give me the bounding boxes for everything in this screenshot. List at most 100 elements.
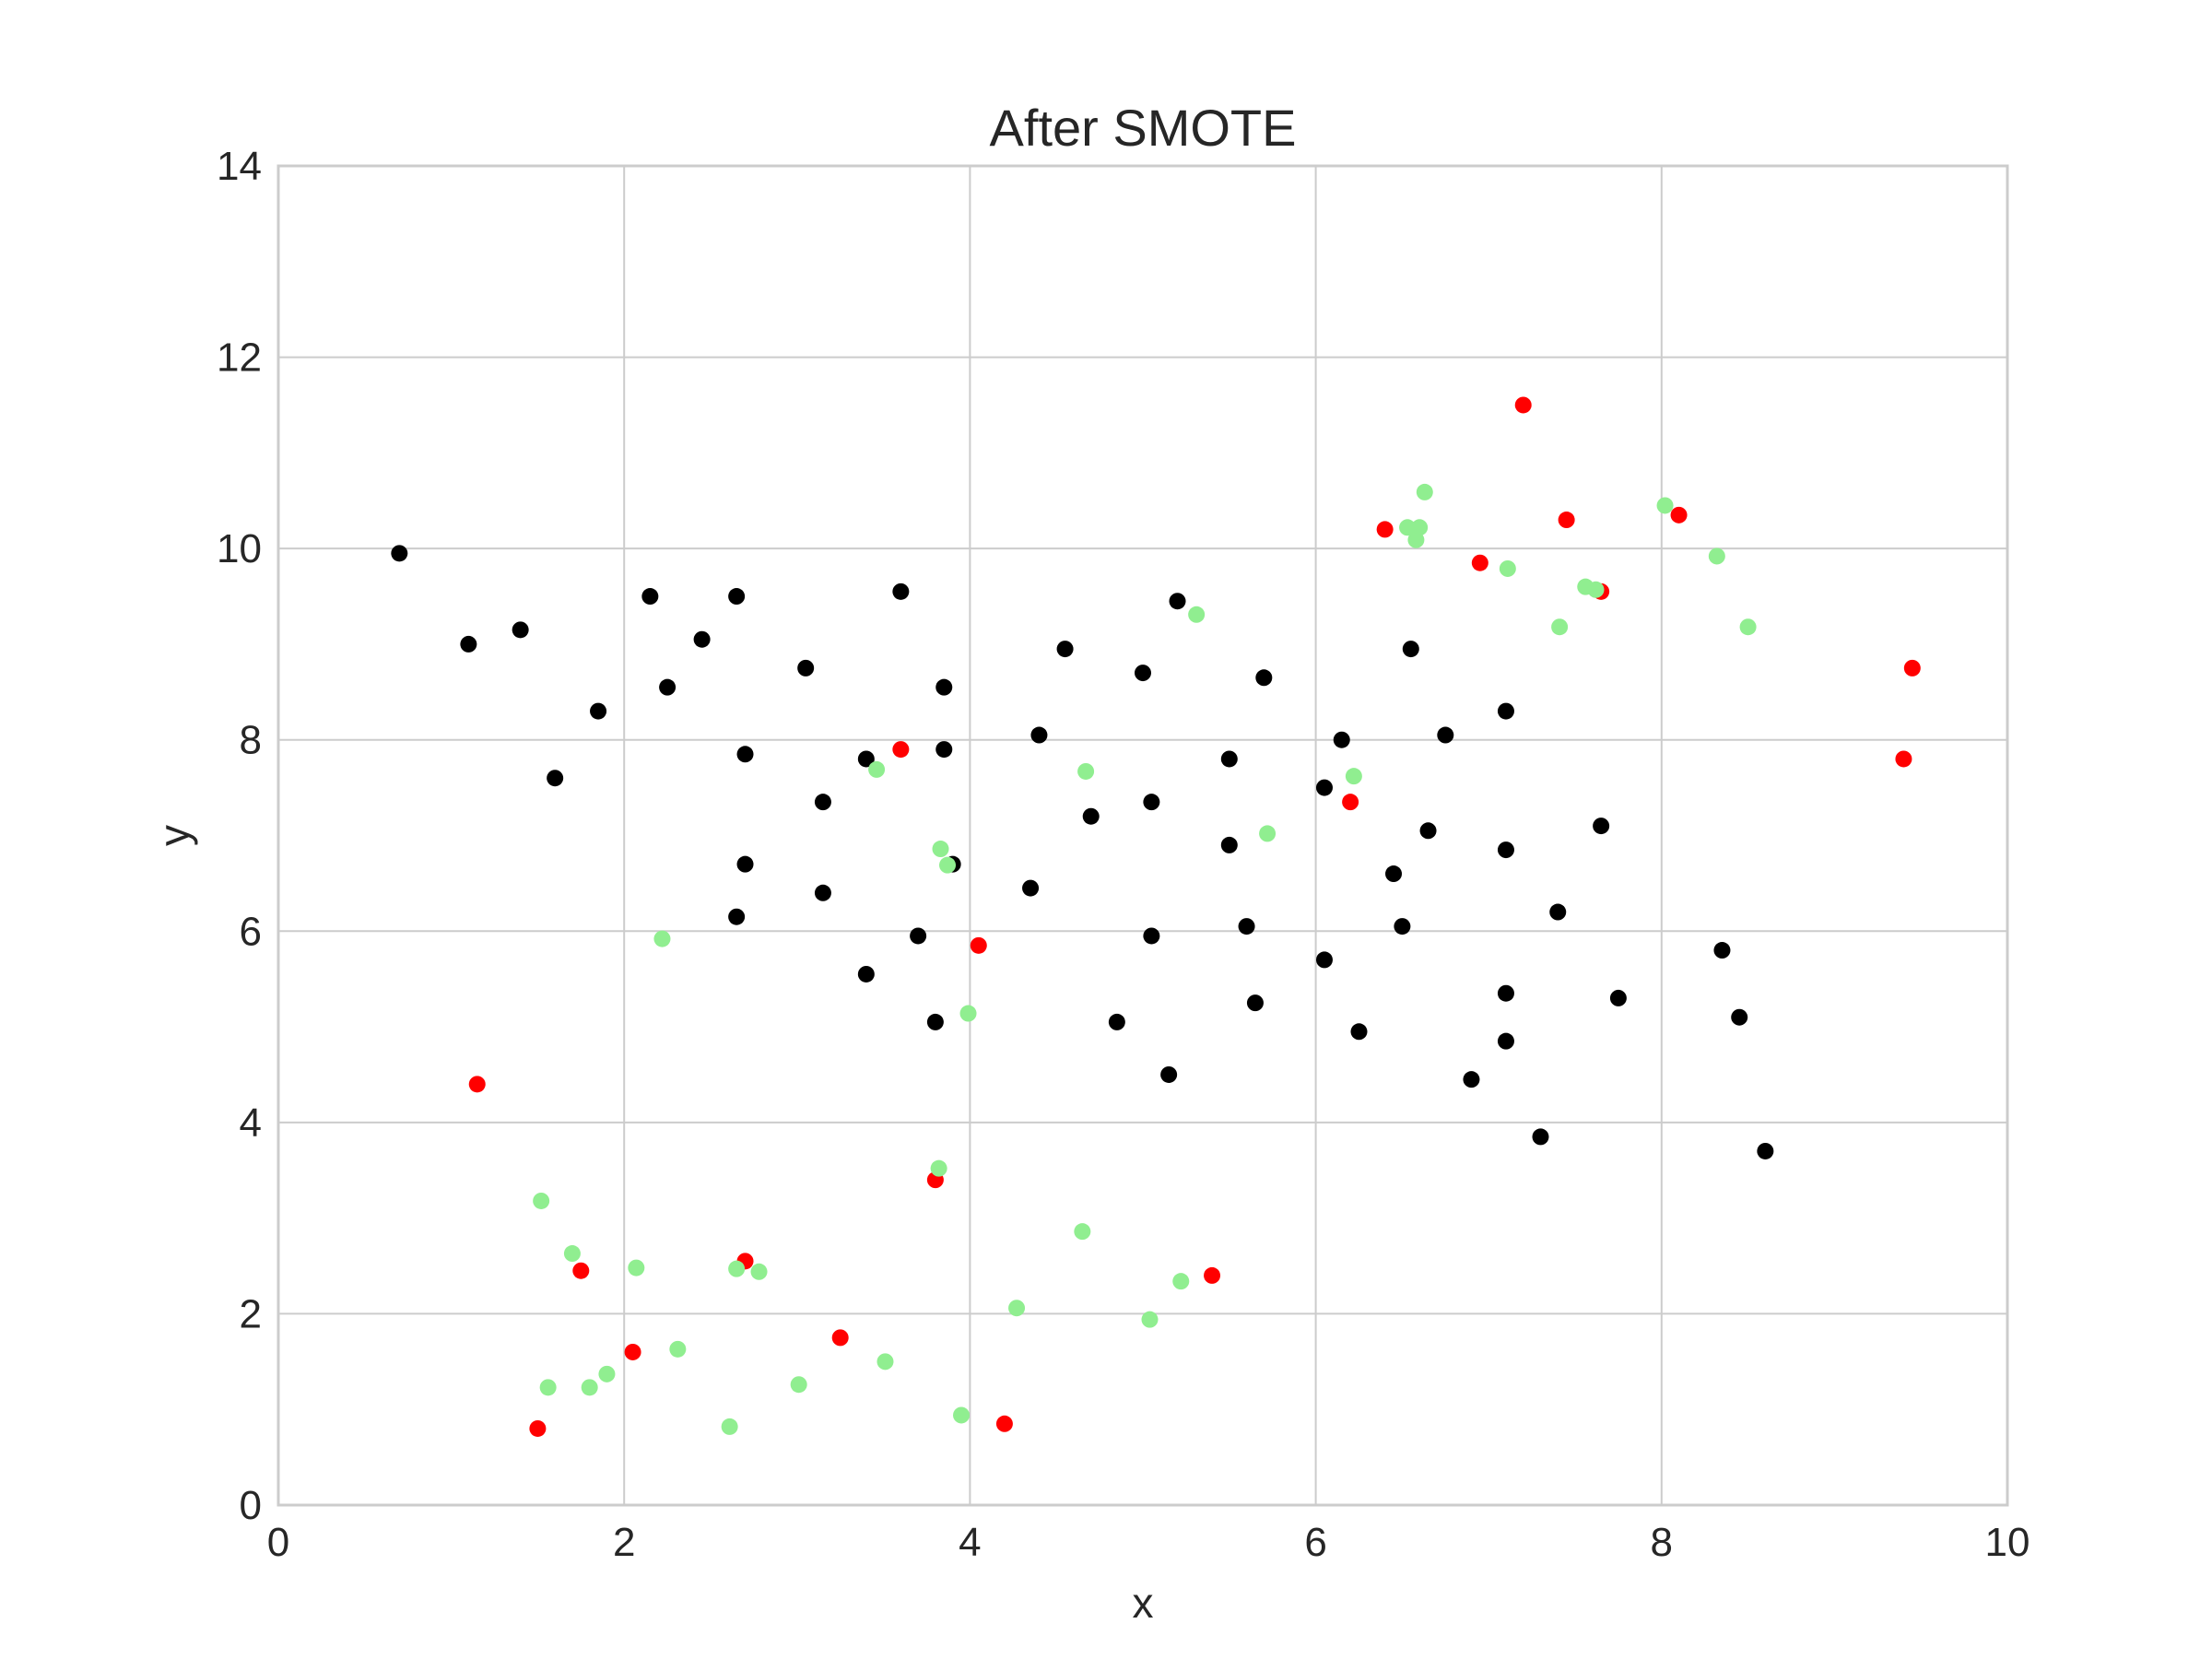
data-point: [1407, 531, 1425, 548]
data-point: [1188, 606, 1206, 623]
data-point: [750, 1263, 768, 1280]
data-point: [857, 965, 875, 982]
data-point: [736, 855, 754, 873]
data-point: [1220, 750, 1238, 768]
data-point: [1143, 794, 1160, 811]
data-point: [970, 936, 987, 954]
data-point: [831, 1329, 849, 1347]
x-tick-label: 2: [613, 1520, 635, 1565]
data-point: [669, 1340, 687, 1358]
data-point: [659, 678, 677, 696]
data-point: [468, 1076, 486, 1093]
data-point: [1593, 818, 1610, 835]
data-point: [693, 630, 711, 648]
data-point: [1708, 547, 1725, 565]
data-point: [1082, 807, 1100, 825]
data-point: [1656, 497, 1674, 514]
data-point: [953, 1406, 971, 1424]
data-point: [1402, 641, 1419, 658]
data-point: [1394, 918, 1411, 935]
data-point: [728, 908, 746, 925]
data-point: [926, 1013, 944, 1030]
data-point: [930, 1159, 947, 1177]
series-2: [533, 483, 1757, 1435]
data-point: [868, 760, 886, 778]
data-point: [959, 1005, 977, 1022]
data-point: [1499, 559, 1516, 577]
data-point: [790, 1376, 807, 1394]
y-tick-label: 8: [240, 718, 262, 763]
data-points: [391, 396, 1921, 1437]
data-point: [1008, 1300, 1026, 1317]
data-point: [728, 1260, 746, 1277]
data-point: [1259, 825, 1277, 842]
y-tick-label: 12: [217, 335, 262, 381]
data-point: [1903, 659, 1921, 677]
data-point: [1172, 1273, 1190, 1290]
data-point: [1141, 1311, 1159, 1328]
data-point: [1713, 942, 1731, 959]
data-point: [1246, 994, 1264, 1012]
data-point: [547, 770, 564, 787]
data-point: [590, 702, 607, 720]
data-point: [391, 545, 408, 562]
data-point: [1558, 512, 1575, 529]
data-point: [1220, 836, 1238, 853]
y-tick-label: 14: [217, 144, 262, 189]
data-point: [1376, 521, 1394, 538]
data-point: [1160, 1065, 1178, 1083]
data-point: [939, 856, 957, 874]
data-point: [1385, 865, 1403, 883]
data-point: [1497, 841, 1514, 859]
data-point: [814, 794, 831, 811]
data-point: [572, 1262, 590, 1279]
data-point: [728, 588, 746, 606]
x-tick-label: 6: [1304, 1520, 1326, 1565]
data-point: [935, 741, 953, 759]
data-point: [460, 635, 477, 653]
data-point: [877, 1353, 894, 1371]
data-point: [857, 750, 875, 768]
x-tick-label: 10: [1985, 1520, 2030, 1565]
data-point: [932, 841, 949, 858]
data-point: [1609, 989, 1627, 1006]
data-point: [721, 1418, 738, 1435]
data-point: [581, 1379, 598, 1396]
y-tick-label: 0: [240, 1483, 262, 1528]
data-point: [1399, 519, 1417, 536]
x-axis-label: x: [1133, 1579, 1154, 1627]
data-point: [539, 1379, 557, 1396]
data-point: [533, 1192, 550, 1209]
data-point: [1074, 1223, 1091, 1241]
data-point: [1238, 918, 1255, 935]
data-point: [1022, 879, 1040, 897]
chart-title: After SMOTE: [990, 99, 1297, 157]
x-tick-labels: 0 2 4 6 8 10: [267, 1520, 2030, 1565]
data-point: [1757, 1142, 1774, 1159]
data-point: [1497, 702, 1514, 720]
x-tick-label: 0: [267, 1520, 289, 1565]
data-point: [563, 1245, 581, 1263]
data-point: [1333, 731, 1350, 748]
data-point: [1497, 1032, 1514, 1050]
y-tick-label: 10: [217, 526, 262, 571]
data-point: [814, 884, 831, 901]
data-point: [1551, 618, 1569, 636]
data-point: [1437, 726, 1454, 744]
data-point: [1135, 665, 1151, 682]
data-point: [1342, 794, 1359, 811]
data-point: [1416, 483, 1433, 500]
data-point: [1143, 927, 1160, 945]
data-point: [1497, 984, 1514, 1002]
data-point: [892, 741, 910, 759]
data-point: [641, 588, 659, 606]
data-point: [1532, 1128, 1549, 1146]
data-point: [529, 1419, 547, 1437]
data-point: [1549, 903, 1567, 921]
data-point: [1315, 779, 1333, 796]
data-point: [1731, 1008, 1748, 1026]
data-point: [892, 582, 910, 600]
data-point: [1108, 1013, 1125, 1030]
y-tick-labels: 0 2 4 6 8 10 12 14: [217, 144, 262, 1528]
data-point: [1350, 1023, 1368, 1041]
